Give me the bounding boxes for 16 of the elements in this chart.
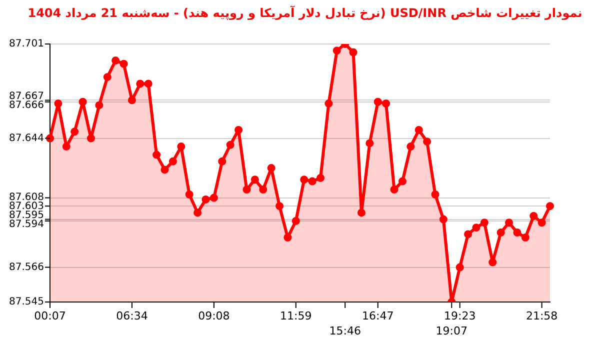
y-tick-label: 87.701 [9, 38, 44, 50]
x-tick-label: 09:08 [198, 309, 230, 322]
y-tick-label: 87.566 [9, 262, 44, 273]
x-tick-label: 19:23 [444, 309, 476, 322]
x-tick-label: 00:07 [34, 309, 66, 322]
x-tick-label: 16:47 [362, 309, 394, 322]
y-tick-label: 87.644 [9, 132, 44, 144]
x-tick-label: 21:58 [526, 309, 558, 322]
y-tick-label: 87.545 [9, 296, 44, 308]
y-tick-label: 87.666 [9, 100, 44, 112]
y-tick-label: 87.594 [9, 219, 44, 230]
x-tick-label: 11:59 [280, 309, 312, 322]
chart-title: نمودار تغییرات شاخص USD/INR (نرخ تبادل دلار آمریکا و روپیه هند) - سه‌شنبه 21 مرداد 1404 [26, 6, 584, 20]
x-tick-label: 19:07 [436, 324, 468, 338]
x-tick-label: 06:34 [116, 309, 148, 322]
x-tick-label: 15:46 [329, 324, 361, 338]
